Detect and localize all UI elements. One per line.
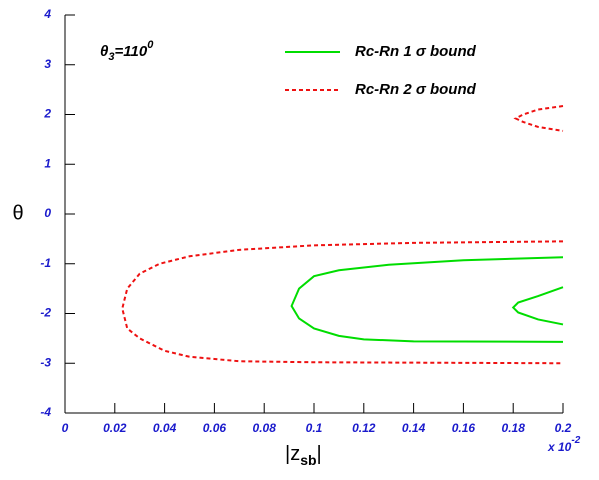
y-label: θ	[12, 202, 23, 224]
x-tick-label: 0.14	[402, 421, 426, 435]
contour-line	[290, 256, 564, 343]
y-tick-label: -1	[40, 256, 51, 270]
annotation-sup: 0	[147, 39, 154, 51]
x-tick-label: 0.08	[253, 421, 277, 435]
x-exponent-power: -2	[571, 435, 580, 446]
x-exponent-base: x 10	[547, 440, 572, 454]
x-tick-label: 0.18	[502, 421, 526, 435]
y-tick-label: 3	[44, 57, 51, 71]
x-tick-label: 0.02	[103, 421, 127, 435]
annotation-main: =110	[115, 43, 148, 60]
x-label-sub: sb	[300, 452, 316, 468]
x-label-main: |z	[285, 443, 300, 465]
annotation-symbol: θ	[100, 43, 109, 60]
x-tick-label: 0.06	[203, 421, 227, 435]
x-label-end: |	[317, 443, 322, 465]
contour-line	[121, 105, 564, 365]
x-tick-label: 0.2	[555, 421, 572, 435]
x-label: |zsb|	[285, 443, 322, 467]
x-tick-label: 0.1	[306, 421, 323, 435]
annotation: θ3=1100	[100, 39, 154, 63]
y-tick-label: 0	[44, 206, 51, 220]
x-tick-label: 0	[62, 421, 69, 435]
y-tick-label: 2	[43, 107, 51, 121]
x-tick-label: 0.12	[352, 421, 376, 435]
y-tick-label: -4	[40, 405, 51, 419]
x-exponent: x 10-2	[547, 435, 581, 455]
y-tick-label: -3	[40, 355, 51, 369]
annotation-sub: 3	[108, 51, 114, 63]
x-tick-label: 0.16	[452, 421, 476, 435]
y-tick-label: 4	[43, 7, 51, 21]
y-tick-label: -2	[40, 306, 51, 320]
legend-label: Rc-Rn 2 σ bound	[355, 81, 477, 98]
x-tick-label: 0.04	[153, 421, 177, 435]
y-tick-label: 1	[44, 156, 51, 170]
legend-label: Rc-Rn 1 σ bound	[355, 43, 477, 60]
